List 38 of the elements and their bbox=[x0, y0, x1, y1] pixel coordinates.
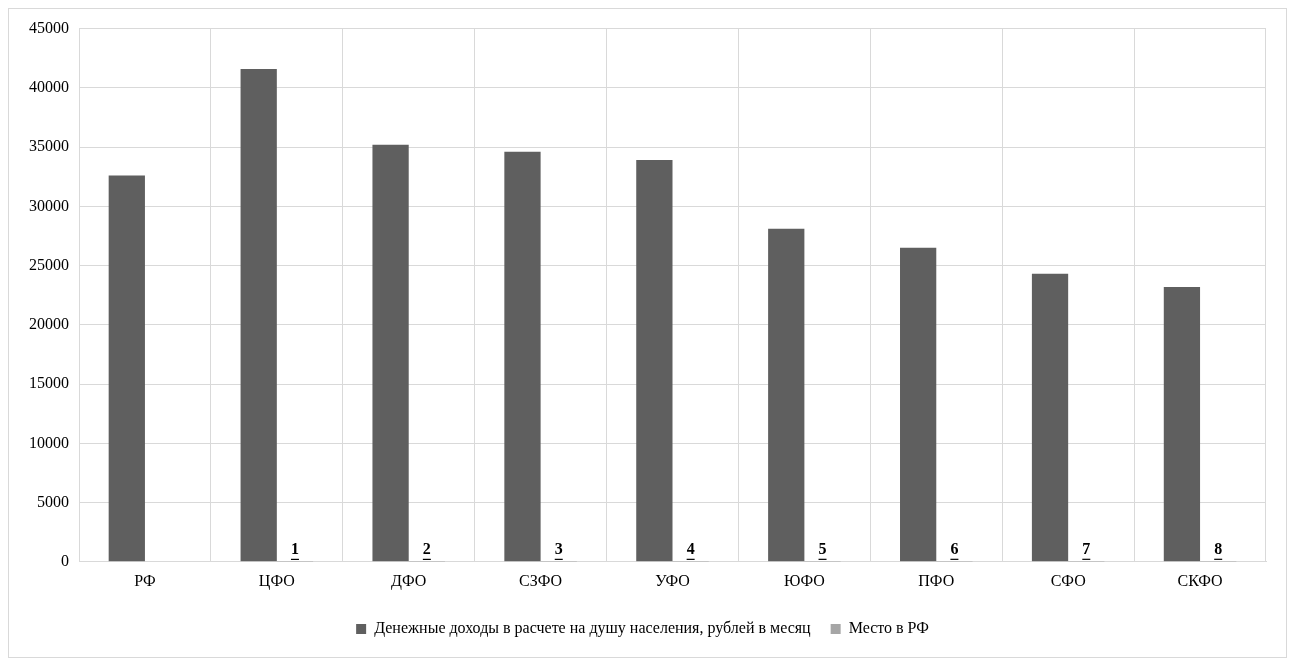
bar bbox=[900, 247, 937, 562]
y-tick-label: 10000 bbox=[29, 433, 69, 451]
y-tick-label: 35000 bbox=[29, 137, 69, 155]
bar bbox=[372, 144, 409, 562]
data-label: 5 bbox=[818, 539, 827, 557]
x-tick-label: СКФО bbox=[1177, 571, 1223, 589]
bar bbox=[1163, 286, 1201, 562]
x-tick-label: УФО bbox=[655, 571, 690, 589]
x-tick-label: РФ bbox=[134, 571, 156, 589]
data-label: 2 bbox=[422, 539, 431, 557]
x-tick-label: ДФО bbox=[391, 571, 427, 590]
bar bbox=[636, 160, 673, 562]
bar bbox=[108, 175, 145, 562]
data-label: 1 bbox=[290, 539, 299, 557]
y-tick-label: 40000 bbox=[29, 78, 69, 96]
x-tick-label: ЮФО bbox=[783, 571, 825, 589]
bar bbox=[504, 151, 541, 562]
data-label: 3 bbox=[554, 539, 563, 557]
legend-label: Денежные доходы в расчете на душу населения, рублей в месяц bbox=[374, 619, 812, 638]
x-tick-label: СЗФО bbox=[519, 571, 563, 589]
x-tick-label: СФО bbox=[1050, 571, 1086, 589]
data-label: 6 bbox=[950, 539, 959, 557]
data-label: 8 bbox=[1214, 539, 1223, 557]
legend-label: Место в РФ bbox=[848, 619, 929, 637]
y-tick-label: 20000 bbox=[29, 315, 69, 333]
y-tick-label: 25000 bbox=[29, 255, 69, 273]
data-label: 7 bbox=[1082, 539, 1091, 557]
y-tick-label: 5000 bbox=[37, 492, 69, 510]
x-tick-label: ПФО bbox=[918, 571, 955, 589]
y-tick-label: 30000 bbox=[29, 196, 69, 214]
bar bbox=[1031, 273, 1069, 562]
data-label: 4 bbox=[686, 539, 695, 557]
y-tick-label: 15000 bbox=[29, 374, 69, 392]
y-tick-label: 45000 bbox=[29, 18, 69, 36]
x-tick-label: ЦФО bbox=[258, 571, 295, 590]
y-tick-label: 0 bbox=[61, 552, 69, 569]
bar bbox=[240, 68, 277, 562]
bar bbox=[768, 228, 805, 562]
